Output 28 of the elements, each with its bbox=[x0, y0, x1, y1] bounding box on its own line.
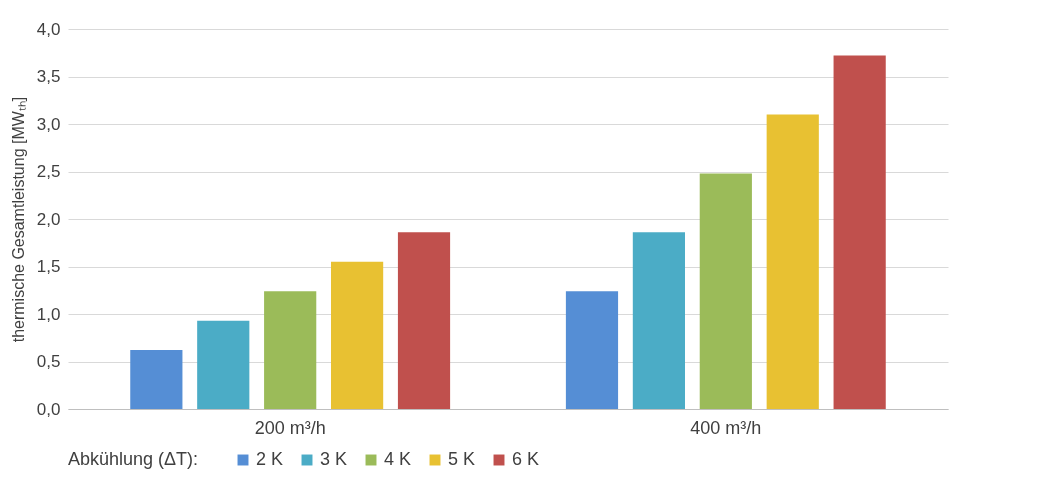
bar bbox=[197, 320, 250, 409]
bar bbox=[397, 232, 451, 409]
legend-label: 4 K bbox=[384, 449, 412, 469]
legend-label: 3 K bbox=[320, 449, 348, 469]
legend-label: 2 K bbox=[256, 449, 284, 469]
y-tick-label: 0,0 bbox=[36, 399, 61, 419]
legend-label: 5 K bbox=[448, 449, 476, 469]
bar bbox=[632, 232, 685, 409]
y-tick-label: 3,0 bbox=[36, 114, 61, 134]
y-tick-label: 1,0 bbox=[36, 304, 61, 324]
legend-title: Abkühlung (ΔT): bbox=[68, 449, 199, 469]
y-axis-title: thermische Gesamtleistung [MWₜₕ] bbox=[9, 96, 27, 343]
bar bbox=[699, 173, 752, 409]
y-tick-label: 2,0 bbox=[36, 209, 61, 229]
y-tick-label: 3,5 bbox=[36, 67, 61, 86]
bar bbox=[833, 55, 886, 409]
y-tick-label: 4,0 bbox=[36, 19, 61, 39]
bar bbox=[264, 291, 317, 409]
bar bbox=[766, 114, 819, 409]
y-tick-label: 1,5 bbox=[36, 257, 61, 276]
bar bbox=[130, 350, 183, 409]
y-tick-label: 2,5 bbox=[36, 162, 61, 181]
x-tick-label: 400 m³/h bbox=[690, 417, 762, 438]
y-tick-label: 0,5 bbox=[36, 352, 61, 371]
x-tick-label: 200 m³/h bbox=[254, 417, 326, 438]
legend-label: 6 K bbox=[512, 449, 540, 469]
bar bbox=[331, 261, 384, 409]
bar bbox=[565, 291, 619, 409]
